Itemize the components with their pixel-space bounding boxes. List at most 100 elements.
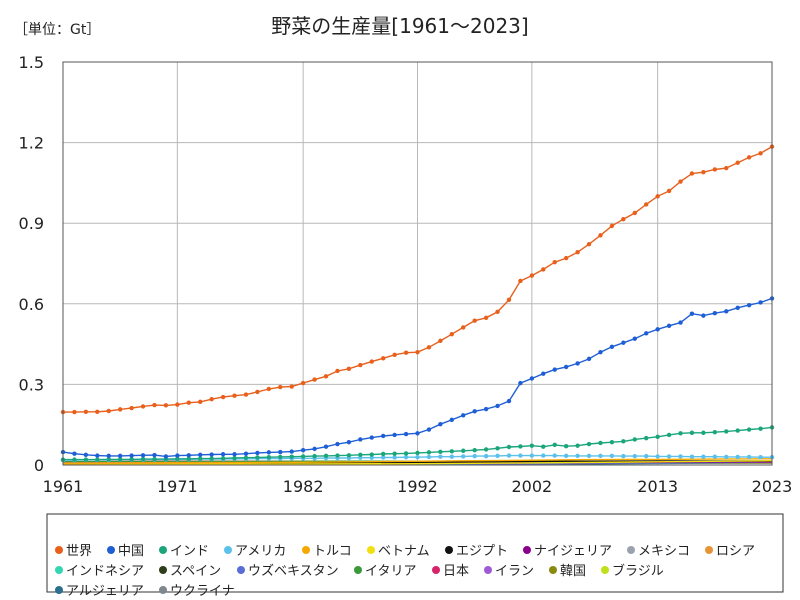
legend-label: アルジェリア [66,584,144,599]
legend: 世界 中国 インド アメリカ トルコ ベトナム エジプト ナイジェリア メキシコ ロシアインドネシ… [55,544,755,599]
data-point [255,389,260,395]
y-tick-label: 0.6 [19,295,44,314]
data-point [232,393,237,398]
plot-frame [62,61,773,466]
data-point [117,453,123,459]
data-point [461,454,466,459]
data-point [724,165,729,171]
data-point [609,223,615,229]
legend-marker [432,566,440,574]
data-point [712,430,718,435]
data-point [380,451,386,457]
data-point [495,309,500,315]
data-point [369,359,374,364]
data-point [358,437,363,442]
data-point [655,434,660,439]
data-point [483,315,489,320]
legend-marker [237,566,245,574]
data-point [129,405,134,411]
data-point [83,409,89,415]
data-point [701,454,706,459]
data-point [220,452,226,457]
legend-marker [159,586,167,594]
data-point [541,371,546,376]
legend-item: イラン [484,564,534,579]
data-point [712,454,718,459]
legend-marker [484,566,492,574]
data-point [186,453,191,458]
data-point [95,457,100,462]
legend-label: インド [170,544,209,559]
legend-label: イラン [495,564,534,579]
legend-label: トルコ [313,544,352,559]
data-point [346,439,352,445]
legend-label: インドネシア [66,564,144,579]
data-point [586,241,592,247]
legend-marker [302,546,310,554]
data-point [609,453,615,459]
data-point [735,454,740,460]
data-point [300,454,306,459]
data-point [358,362,363,368]
data-point [449,331,455,337]
data-point [598,233,603,238]
legend-label: 中国 [118,544,144,559]
data-point [678,320,683,325]
data-point [129,457,134,462]
data-point [495,453,500,459]
data-point [198,452,203,457]
data-point [552,367,557,372]
data-point [278,384,283,390]
legend-item: アルジェリア [55,584,144,599]
data-point [735,160,740,165]
data-point [678,431,683,436]
data-point [632,453,637,459]
data-point [289,384,294,389]
legend-item: ウクライナ [159,584,235,599]
data-point [117,407,123,412]
legend-label: イタリア [365,564,416,579]
data-point [529,443,535,448]
data-point [335,368,340,374]
data-point [289,454,294,459]
data-point [72,457,77,462]
data-point [758,455,763,460]
legend-marker [55,586,63,594]
data-point [609,439,615,445]
data-point [312,446,317,452]
legend-marker [354,566,362,574]
x-axis-ticks: 1961 1971 1982 1992 2002 2013 2023 [43,477,793,496]
x-tick-label: 2013 [637,477,678,496]
data-point [449,454,455,459]
data-point [483,447,489,452]
data-point [415,450,420,456]
data-point [312,377,317,382]
data-point [701,430,706,435]
data-point [678,179,683,184]
data-point [278,449,283,455]
data-point [644,453,649,459]
data-point [175,456,180,462]
data-point [106,457,111,462]
data-point [369,435,374,440]
data-point [563,443,569,449]
data-point [598,453,603,459]
x-tick-label: 1982 [283,477,324,496]
data-point [369,452,374,457]
legend-label: ナイジェリア [534,544,612,559]
legend-label: 日本 [443,564,469,579]
data-point [724,309,729,314]
data-point [83,452,89,457]
x-tick-label: 1992 [397,477,438,496]
data-point [152,452,157,458]
series-line [62,458,773,465]
data-point [609,344,615,349]
data-point [186,400,191,405]
legend-marker [55,546,63,554]
data-point [518,453,523,458]
data-point [575,453,580,459]
data-point [72,409,77,415]
legend-marker [705,546,713,554]
y-axis-ticks: 0 0.3 0.6 0.9 1.2 1.5 [19,53,44,475]
